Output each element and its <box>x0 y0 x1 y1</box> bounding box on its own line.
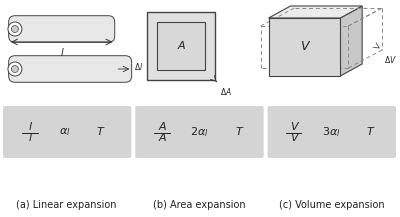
Text: T: T <box>96 127 103 137</box>
Bar <box>157 22 205 70</box>
FancyBboxPatch shape <box>268 106 396 158</box>
FancyBboxPatch shape <box>9 56 132 82</box>
Polygon shape <box>340 6 362 76</box>
Circle shape <box>12 26 18 33</box>
FancyBboxPatch shape <box>3 106 131 158</box>
Text: $\Delta A$: $\Delta A$ <box>220 86 232 97</box>
Text: l: l <box>60 48 63 58</box>
Text: V: V <box>300 41 309 54</box>
Text: $2\alpha_l$: $2\alpha_l$ <box>190 125 208 139</box>
Polygon shape <box>269 6 362 18</box>
Text: l: l <box>28 133 32 143</box>
Text: V: V <box>290 133 297 143</box>
Text: $\Delta V$: $\Delta V$ <box>384 54 397 65</box>
Text: $3\alpha_l$: $3\alpha_l$ <box>322 125 340 139</box>
FancyBboxPatch shape <box>135 106 264 158</box>
Text: l: l <box>28 122 32 132</box>
Text: (a) Linear expansion: (a) Linear expansion <box>16 200 117 210</box>
Text: A: A <box>158 122 166 132</box>
Text: A: A <box>177 41 185 51</box>
Bar <box>269 18 340 76</box>
Circle shape <box>8 22 22 36</box>
Text: $\Delta l$: $\Delta l$ <box>134 61 144 72</box>
Text: T: T <box>236 127 242 137</box>
Text: T: T <box>367 127 374 137</box>
Circle shape <box>12 66 18 72</box>
Text: A: A <box>158 133 166 143</box>
Text: $\alpha_l$: $\alpha_l$ <box>59 126 70 138</box>
Circle shape <box>8 62 22 76</box>
FancyBboxPatch shape <box>9 16 115 42</box>
Bar <box>147 12 215 80</box>
Text: V: V <box>290 122 297 132</box>
Text: (c) Volume expansion: (c) Volume expansion <box>278 200 384 210</box>
Text: (b) Area expansion: (b) Area expansion <box>153 200 245 210</box>
